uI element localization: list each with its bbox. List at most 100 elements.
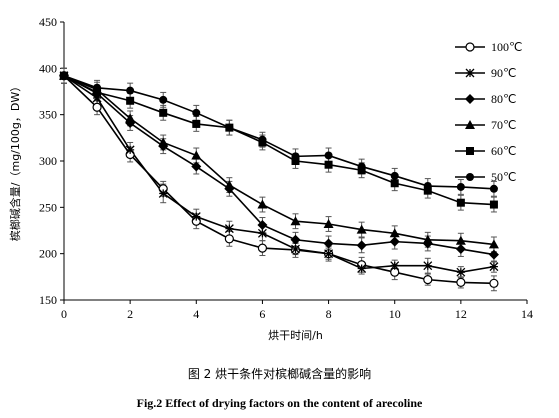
data-point	[489, 278, 499, 288]
data-point	[455, 235, 466, 245]
figure-caption-chinese: 图 2 烘干条件对槟榔碱含量的影响	[187, 367, 372, 381]
data-point	[192, 119, 201, 128]
series-line	[63, 74, 494, 190]
data-point	[290, 234, 301, 245]
y-tick-label: 150	[39, 293, 57, 307]
x-tick-label: 4	[193, 307, 199, 321]
series-line	[63, 75, 495, 256]
figure-caption-english: Fig.2 Effect of drying factors on the co…	[136, 396, 423, 410]
data-point	[423, 186, 432, 195]
data-point	[356, 224, 367, 234]
data-point	[324, 160, 333, 169]
data-point	[257, 199, 268, 209]
data-point	[323, 238, 334, 249]
data-point	[159, 108, 168, 117]
legend-label: 100℃	[491, 40, 522, 54]
x-tick-label: 14	[521, 307, 533, 321]
data-point	[224, 234, 234, 244]
x-tick-label: 8	[326, 307, 332, 321]
data-point	[290, 216, 301, 226]
legend: 100℃ 90℃ 80℃ 70℃ 60℃ 50℃	[455, 40, 522, 184]
data-point	[93, 83, 102, 92]
data-point	[389, 228, 400, 238]
axes: 150 200 250 300 350 400 450 0 2 4 6 8 10 12 14 烘干时间/h 槟榔…	[8, 15, 533, 342]
data-point	[191, 212, 201, 222]
legend-marker	[465, 120, 475, 129]
data-point	[489, 184, 498, 193]
data-point	[257, 219, 268, 230]
data-point	[324, 249, 334, 259]
data-point	[93, 88, 102, 97]
x-tick-label: 6	[259, 307, 265, 321]
series-line	[63, 75, 495, 274]
y-tick-label: 350	[39, 108, 57, 122]
data-point	[456, 267, 466, 277]
x-axis-title: 烘干时间/h	[268, 328, 323, 342]
data-point	[257, 228, 267, 238]
data-point	[225, 123, 234, 132]
data-point	[357, 264, 367, 273]
data-point	[158, 137, 169, 147]
y-tick-label: 300	[39, 154, 57, 168]
data-point	[390, 261, 400, 271]
series-markers	[59, 70, 499, 288]
legend-marker	[466, 173, 474, 181]
data-point	[356, 240, 367, 251]
legend-label: 50℃	[491, 170, 516, 184]
data-point	[456, 198, 465, 207]
data-point	[60, 71, 68, 80]
x-tick-label: 10	[389, 307, 401, 321]
series-lines	[63, 74, 495, 285]
data-point	[423, 275, 433, 285]
data-point	[159, 95, 168, 104]
data-point	[323, 219, 334, 229]
data-point	[258, 135, 267, 144]
data-point	[92, 102, 102, 112]
legend-label: 80℃	[491, 92, 516, 106]
data-point	[357, 162, 366, 171]
data-point	[192, 108, 201, 117]
data-point	[423, 182, 432, 191]
y-tick-label: 200	[39, 247, 57, 261]
data-point	[257, 243, 268, 253]
data-point	[126, 86, 135, 95]
legend-marker	[465, 94, 475, 104]
data-point	[456, 182, 465, 191]
data-point	[456, 277, 466, 287]
data-point	[191, 161, 202, 172]
data-point	[291, 152, 300, 161]
legend-marker	[465, 68, 475, 78]
x-tick-label: 2	[127, 307, 133, 321]
legend-label: 90℃	[491, 66, 516, 80]
y-axis-title: 槟榔碱含量/（mg/100g，DW）	[8, 81, 22, 241]
data-point	[489, 200, 498, 209]
x-tick-label: 12	[455, 307, 467, 321]
series-line	[63, 75, 494, 206]
data-point	[125, 113, 136, 123]
data-point	[455, 244, 466, 255]
data-point	[488, 249, 499, 260]
series-line	[63, 75, 495, 246]
data-point	[125, 145, 135, 155]
data-point	[191, 150, 202, 160]
y-tick-label: 250	[39, 200, 57, 214]
data-point	[390, 179, 399, 188]
data-point	[389, 236, 400, 247]
data-point	[224, 180, 235, 190]
data-point	[423, 261, 433, 271]
data-point	[126, 96, 135, 105]
data-point	[422, 234, 433, 244]
data-point	[488, 239, 499, 249]
series-line	[63, 75, 494, 285]
legend-marker	[465, 42, 475, 52]
y-tick-label: 400	[39, 61, 57, 75]
legend-label: 70℃	[491, 118, 516, 132]
data-point	[291, 244, 300, 254]
legend-marker	[466, 147, 474, 155]
legend-label: 60℃	[491, 144, 516, 158]
data-point	[324, 151, 333, 160]
data-point	[489, 262, 499, 272]
data-point	[390, 171, 399, 180]
y-tick-label: 450	[39, 15, 57, 29]
